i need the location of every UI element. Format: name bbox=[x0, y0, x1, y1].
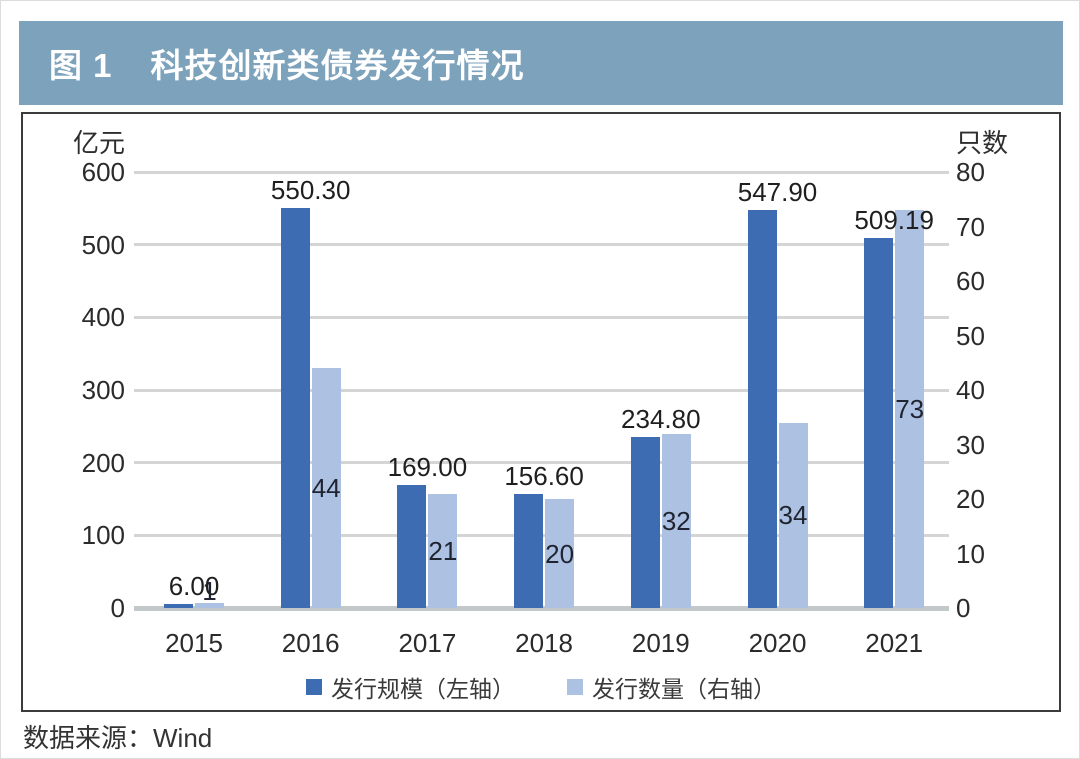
chart-legend: 发行规模（左轴） 发行数量（右轴） bbox=[23, 670, 1059, 704]
gridline bbox=[134, 461, 949, 465]
right-axis-tick-30: 30 bbox=[956, 429, 985, 460]
left-axis-tick-600: 600 bbox=[81, 157, 125, 187]
count-label-2019: 32 bbox=[661, 505, 691, 536]
bar-发行数量（右轴）-2020 bbox=[778, 422, 808, 608]
left-axis-tick-0: 0 bbox=[110, 593, 125, 623]
right-axis-tick-10: 10 bbox=[956, 538, 985, 569]
x-axis-label-2019: 2019 bbox=[631, 628, 690, 658]
value-label-2015: 6.00 bbox=[168, 570, 220, 601]
legend-swatch-icon bbox=[567, 679, 583, 695]
value-label-2017: 169.00 bbox=[387, 452, 468, 483]
bar-发行规模（左轴）-2016 bbox=[280, 208, 310, 608]
left-axis-tick-100: 100 bbox=[81, 520, 125, 551]
left-axis-title: 亿元 bbox=[73, 128, 126, 158]
value-label-2018: 156.60 bbox=[504, 461, 584, 492]
bar-发行数量（右轴）-2019 bbox=[661, 433, 691, 608]
figure-title: 科技创新类债券发行情况 bbox=[150, 47, 525, 84]
right-axis-tick-80: 80 bbox=[956, 157, 985, 187]
gridline bbox=[134, 388, 949, 392]
count-label-2016: 44 bbox=[311, 473, 341, 504]
legend-item-0: 发行规模（左轴） bbox=[306, 670, 515, 704]
value-label-2016: 550.30 bbox=[270, 175, 351, 206]
x-axis-label-2020: 2020 bbox=[748, 628, 807, 658]
bar-发行规模（左轴）-2021 bbox=[864, 237, 894, 608]
x-axis-label-2017: 2017 bbox=[398, 628, 457, 658]
bar-发行数量（右轴）-2015 bbox=[195, 602, 224, 608]
bar-发行数量（右轴）-2016 bbox=[311, 368, 341, 608]
bar-发行规模（左轴）-2020 bbox=[747, 209, 777, 608]
right-axis-tick-60: 60 bbox=[956, 266, 985, 296]
value-label-2021: 509.19 bbox=[854, 204, 934, 235]
data-source-caption: 数据来源：Wind bbox=[23, 723, 213, 753]
x-axis-label-2015: 2015 bbox=[165, 628, 223, 658]
count-label-2021: 73 bbox=[895, 394, 925, 425]
bar-发行数量（右轴）-2021 bbox=[895, 210, 925, 608]
gridline bbox=[134, 243, 949, 247]
right-axis-tick-40: 40 bbox=[956, 375, 985, 405]
legend-item-1: 发行数量（右轴） bbox=[567, 670, 776, 704]
bar-发行规模（左轴）-2015 bbox=[164, 603, 193, 608]
chart-panel: 亿元 只数 发行规模（左轴） 发行数量（右轴） 600 500 400 300 200 10… bbox=[21, 112, 1061, 712]
x-axis-label-2018: 2018 bbox=[515, 628, 574, 658]
left-axis-tick-300: 300 bbox=[81, 375, 125, 405]
count-label-2020: 34 bbox=[778, 500, 808, 531]
left-axis-tick-400: 400 bbox=[81, 302, 125, 333]
right-axis-tick-20: 20 bbox=[956, 484, 985, 514]
bar-发行数量（右轴）-2018 bbox=[545, 499, 575, 608]
gridline bbox=[134, 315, 949, 319]
x-axis-label-2016: 2016 bbox=[281, 628, 340, 658]
legend-swatch-icon bbox=[306, 679, 322, 695]
left-axis-tick-500: 500 bbox=[81, 229, 125, 260]
value-label-2020: 547.90 bbox=[737, 176, 818, 207]
left-axis-tick-200: 200 bbox=[81, 447, 125, 478]
right-axis-tick-50: 50 bbox=[956, 320, 985, 351]
bar-发行数量（右轴）-2017 bbox=[428, 493, 458, 608]
bar-发行规模（左轴）-2018 bbox=[514, 494, 544, 608]
count-label-2015: 1 bbox=[202, 575, 217, 606]
legend-label: 发行数量（右轴） bbox=[592, 676, 776, 702]
plot-area: 亿元 只数 发行规模（左轴） 发行数量（右轴） 600 500 400 300 200 10… bbox=[23, 114, 1059, 710]
legend-label: 发行规模（左轴） bbox=[331, 676, 515, 702]
count-label-2017: 21 bbox=[428, 535, 458, 566]
right-axis-tick-70: 70 bbox=[956, 211, 985, 242]
figure-title-bar: 图 1 科技创新类债券发行情况 bbox=[19, 21, 1063, 105]
gridline bbox=[134, 170, 949, 174]
value-label-2019: 234.80 bbox=[621, 404, 701, 435]
count-label-2018: 20 bbox=[545, 538, 575, 569]
right-axis-title: 只数 bbox=[956, 128, 1009, 158]
right-axis-tick-0: 0 bbox=[956, 593, 971, 623]
bar-发行规模（左轴）-2019 bbox=[630, 437, 660, 608]
x-axis-label-2021: 2021 bbox=[865, 628, 924, 658]
figure-number-label: 图 1 bbox=[49, 47, 113, 84]
bar-发行规模（左轴）-2017 bbox=[397, 485, 427, 608]
x-axis-line bbox=[134, 606, 949, 611]
